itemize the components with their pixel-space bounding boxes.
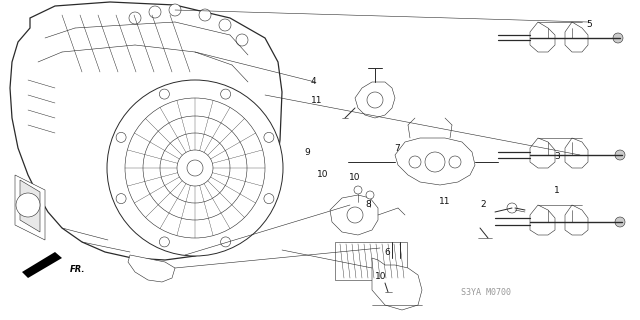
Circle shape bbox=[169, 4, 181, 16]
Polygon shape bbox=[530, 22, 555, 52]
Text: 3: 3 bbox=[554, 152, 559, 161]
Polygon shape bbox=[395, 138, 475, 185]
Circle shape bbox=[425, 152, 445, 172]
Text: FR.: FR. bbox=[70, 266, 86, 275]
Polygon shape bbox=[330, 195, 378, 235]
Text: 10: 10 bbox=[317, 170, 329, 179]
Circle shape bbox=[159, 237, 170, 247]
Polygon shape bbox=[10, 2, 282, 260]
Polygon shape bbox=[128, 255, 175, 282]
Text: 4: 4 bbox=[311, 77, 316, 86]
Circle shape bbox=[199, 9, 211, 21]
Text: 10: 10 bbox=[349, 173, 361, 182]
Circle shape bbox=[116, 194, 126, 204]
Circle shape bbox=[221, 237, 230, 247]
Polygon shape bbox=[530, 205, 555, 235]
Polygon shape bbox=[530, 138, 555, 168]
Circle shape bbox=[380, 273, 390, 283]
Polygon shape bbox=[22, 252, 62, 278]
Circle shape bbox=[221, 89, 230, 99]
Text: 8: 8 bbox=[365, 200, 371, 209]
FancyBboxPatch shape bbox=[335, 242, 407, 280]
Circle shape bbox=[615, 217, 625, 227]
Circle shape bbox=[347, 207, 363, 223]
Text: 10: 10 bbox=[375, 272, 387, 281]
Circle shape bbox=[16, 193, 40, 217]
Circle shape bbox=[615, 150, 625, 160]
Circle shape bbox=[366, 191, 374, 199]
Circle shape bbox=[264, 132, 274, 142]
Polygon shape bbox=[565, 138, 588, 168]
Text: 9: 9 bbox=[305, 148, 310, 156]
Circle shape bbox=[107, 80, 283, 256]
Polygon shape bbox=[355, 82, 395, 118]
Circle shape bbox=[116, 132, 126, 142]
Circle shape bbox=[264, 194, 274, 204]
Text: 7: 7 bbox=[394, 144, 399, 153]
Polygon shape bbox=[372, 258, 422, 310]
Circle shape bbox=[409, 156, 421, 168]
Polygon shape bbox=[565, 22, 588, 52]
Circle shape bbox=[129, 12, 141, 24]
Text: 11: 11 bbox=[439, 197, 451, 206]
Text: 2: 2 bbox=[481, 200, 486, 209]
Text: 11: 11 bbox=[311, 96, 323, 105]
Circle shape bbox=[449, 156, 461, 168]
Text: 6: 6 bbox=[385, 248, 390, 257]
Circle shape bbox=[159, 89, 170, 99]
Text: S3YA M0700: S3YA M0700 bbox=[461, 288, 511, 297]
Circle shape bbox=[149, 6, 161, 18]
Circle shape bbox=[219, 19, 231, 31]
Circle shape bbox=[507, 203, 517, 213]
Circle shape bbox=[613, 33, 623, 43]
Polygon shape bbox=[15, 175, 45, 240]
Circle shape bbox=[354, 186, 362, 194]
Text: 5: 5 bbox=[586, 20, 591, 28]
Text: 1: 1 bbox=[554, 186, 559, 195]
Circle shape bbox=[236, 34, 248, 46]
Polygon shape bbox=[20, 180, 40, 232]
Polygon shape bbox=[565, 205, 588, 235]
